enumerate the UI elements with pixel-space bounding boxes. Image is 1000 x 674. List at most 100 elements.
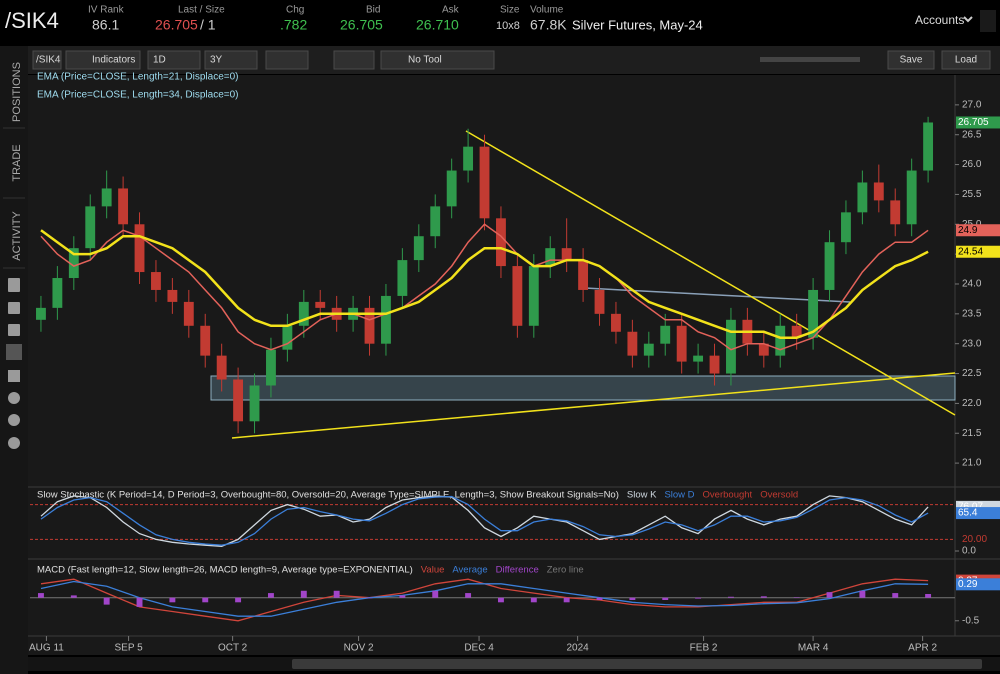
- tool-select[interactable]: [380, 50, 495, 70]
- zoom-slider[interactable]: [760, 57, 860, 62]
- value-tag-label: 65.4: [958, 508, 978, 519]
- histogram-bar: [37, 593, 44, 598]
- y-tick-label: 23.0: [962, 338, 982, 349]
- candle-body: [906, 170, 917, 225]
- chevron[interactable]: [963, 16, 973, 23]
- candle-body: [298, 301, 309, 326]
- histogram-bar: [235, 597, 242, 603]
- icon[interactable]: [8, 392, 20, 404]
- symbol[interactable]: /SIK4: [5, 8, 59, 33]
- icon[interactable]: [8, 437, 20, 449]
- candle-body: [726, 319, 736, 374]
- histogram-bar: [399, 595, 406, 598]
- side-tab[interactable]: ACTIVITY: [11, 211, 23, 261]
- value-tag-label: 26.705: [958, 117, 989, 128]
- histogram-bar: [267, 593, 274, 598]
- range-select[interactable]: [204, 50, 258, 70]
- x-tick-label: SEP 5: [114, 643, 143, 654]
- icon[interactable]: [6, 344, 22, 360]
- menu-button[interactable]: [980, 10, 996, 32]
- candle-body: [890, 200, 901, 225]
- support-zone[interactable]: [210, 375, 956, 401]
- legend-entry: Slow K: [627, 490, 657, 501]
- candle-body: [446, 170, 457, 207]
- select-label[interactable]: No Tool: [408, 55, 442, 66]
- y-tick-label: 27.0: [962, 100, 982, 111]
- histogram-bar: [760, 596, 767, 598]
- icon[interactable]: [8, 414, 20, 426]
- value: 67.8K: [530, 17, 567, 33]
- icon[interactable]: [8, 370, 20, 382]
- legend-entry: Difference: [496, 565, 539, 576]
- side-icons: [6, 278, 22, 449]
- legend-entry: Slow D: [664, 490, 694, 501]
- trend-line[interactable]: [584, 287, 851, 303]
- y-tick-label: 22.0: [962, 398, 982, 409]
- candle-body: [873, 182, 884, 201]
- button-label[interactable]: Load: [955, 55, 977, 66]
- x-tick-label: MAR 4: [798, 643, 829, 654]
- label: Chg: [286, 5, 304, 16]
- histogram-bar: [300, 590, 307, 598]
- level-label: 20.00: [962, 534, 987, 545]
- header-bar: [0, 0, 1000, 44]
- candle-body: [643, 343, 654, 356]
- candle-body: [824, 242, 835, 290]
- trend-line[interactable]: [231, 372, 956, 439]
- load-button[interactable]: [941, 50, 991, 70]
- charts: 21.021.522.022.523.023.524.024.525.025.5…: [29, 72, 1000, 654]
- button-label[interactable]: Save: [900, 55, 923, 66]
- candle-body: [627, 331, 638, 356]
- indicators-button[interactable]: [65, 50, 141, 70]
- legend-entry: Overbought: [703, 490, 753, 501]
- symbol-box[interactable]: [32, 50, 62, 70]
- legend-entry: Oversold: [760, 490, 798, 501]
- symbol-field[interactable]: /SIK4: [36, 55, 61, 66]
- y-tick-label: 0.0: [962, 546, 976, 557]
- candle-body: [36, 307, 46, 320]
- candle-body: [85, 206, 96, 249]
- accounts-menu[interactable]: Accounts: [915, 13, 964, 27]
- candle-body: [413, 236, 424, 261]
- select-label[interactable]: 1D: [153, 55, 166, 66]
- candle-body: [709, 355, 720, 374]
- icon[interactable]: [8, 302, 20, 314]
- histogram-bar: [596, 597, 603, 600]
- candle-body: [134, 224, 145, 273]
- label: Ask: [442, 5, 460, 16]
- histogram-bar: [629, 597, 636, 600]
- indicator-line: [40, 495, 929, 548]
- candle-body: [611, 313, 621, 332]
- ema-line: [40, 223, 929, 351]
- candle-body: [216, 355, 227, 380]
- value-tag-label: 24.9: [958, 225, 978, 236]
- study-title: Slow Stochastic (K Period=14, D Period=3…: [37, 490, 619, 501]
- x-tick-label: FEB 2: [690, 643, 718, 654]
- side-tab[interactable]: TRADE: [11, 144, 23, 181]
- icon[interactable]: [8, 278, 20, 292]
- histogram-bar: [366, 597, 373, 599]
- study-label: EMA (Price=CLOSE, Length=34, Displace=0): [37, 90, 239, 101]
- x-tick-label: 2024: [566, 643, 589, 654]
- select-label[interactable]: 3Y: [210, 55, 223, 66]
- aggregation-select[interactable]: [147, 50, 201, 70]
- side-tab[interactable]: POSITIONS: [11, 62, 23, 122]
- value: 26.705: [340, 17, 383, 33]
- histogram-bar: [925, 594, 932, 598]
- candle-body: [479, 146, 490, 219]
- candle-body: [594, 289, 605, 314]
- style-select[interactable]: [265, 50, 309, 70]
- legend-entry: Value: [421, 565, 445, 576]
- scroll-thumb[interactable]: [292, 659, 982, 669]
- histogram-bar: [662, 597, 669, 600]
- drawing-select[interactable]: [333, 50, 375, 70]
- histogram-bar: [202, 597, 209, 603]
- candle-body: [578, 260, 589, 290]
- button-label[interactable]: Indicators: [92, 55, 135, 66]
- icon[interactable]: [8, 324, 20, 336]
- y-tick-label: 23.5: [962, 308, 982, 319]
- save-button[interactable]: [887, 50, 935, 70]
- value-tag: [956, 116, 1000, 129]
- trend-line[interactable]: [465, 130, 956, 416]
- candle-body: [693, 355, 704, 362]
